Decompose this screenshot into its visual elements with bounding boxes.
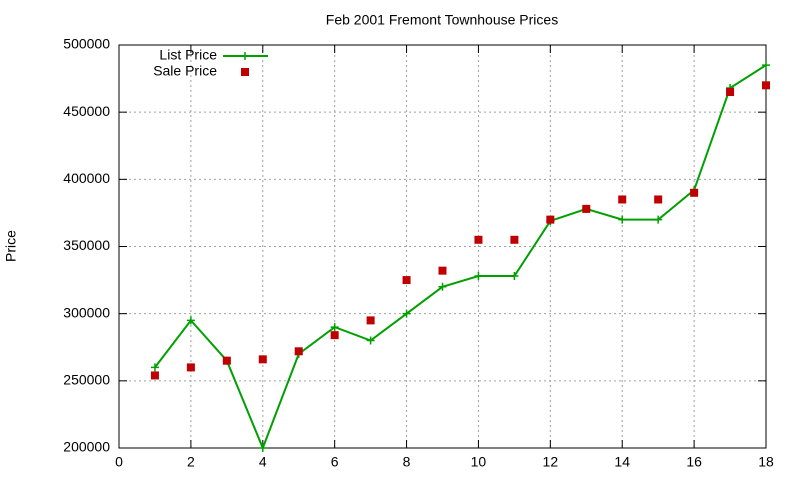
x-tick-label: 4 <box>259 454 267 470</box>
point-marker <box>258 444 267 452</box>
y-tick-label: 450000 <box>63 103 110 119</box>
y-tick-label: 200000 <box>63 439 110 455</box>
point-marker <box>294 347 303 356</box>
point-marker <box>546 215 555 224</box>
point-marker <box>582 204 591 213</box>
y-axis-label: Price <box>3 230 19 262</box>
legend-swatch <box>241 52 249 60</box>
point-marker <box>474 272 483 281</box>
x-tick-label: 12 <box>543 454 559 470</box>
y-tick-label: 500000 <box>63 36 110 52</box>
point-marker <box>150 363 159 372</box>
legend-label: List Price <box>159 47 217 63</box>
x-tick-label: 14 <box>614 454 630 470</box>
point-marker <box>690 188 699 197</box>
x-tick-label: 8 <box>403 454 411 470</box>
point-marker <box>330 323 339 332</box>
point-marker <box>762 61 770 70</box>
plot-frame <box>118 44 767 449</box>
point-marker <box>510 272 519 281</box>
x-tick-label: 2 <box>187 454 195 470</box>
point-marker <box>510 235 519 244</box>
point-marker <box>366 316 375 325</box>
x-tick-label: 0 <box>115 454 123 470</box>
point-marker <box>474 235 483 244</box>
y-tick-label: 300000 <box>63 304 110 320</box>
point-marker <box>402 276 411 285</box>
point-marker <box>654 215 663 224</box>
point-marker <box>150 371 159 380</box>
point-marker <box>330 331 339 340</box>
x-tick-label: 16 <box>686 454 702 470</box>
y-tick-label: 400000 <box>63 170 110 186</box>
point-marker <box>366 336 375 345</box>
legend-label: Sale Price <box>153 63 217 79</box>
point-marker <box>402 309 411 318</box>
point-marker <box>186 316 195 325</box>
point-marker <box>762 81 770 90</box>
series-line <box>154 64 767 451</box>
chart-title: Feb 2001 Fremont Townhouse Prices <box>326 12 558 28</box>
x-tick-label: 18 <box>758 454 774 470</box>
point-marker <box>654 195 663 204</box>
point-marker <box>258 355 267 364</box>
y-tick-label: 350000 <box>63 237 110 253</box>
point-marker <box>726 88 735 97</box>
legend-swatch <box>241 68 249 76</box>
point-marker <box>186 363 195 372</box>
point-marker <box>438 282 447 291</box>
point-marker <box>222 356 231 365</box>
point-marker <box>438 266 447 275</box>
x-tick-label: 10 <box>471 454 487 470</box>
point-marker <box>618 215 627 224</box>
point-marker <box>618 195 627 204</box>
y-tick-label: 250000 <box>63 372 110 388</box>
x-tick-label: 6 <box>331 454 339 470</box>
